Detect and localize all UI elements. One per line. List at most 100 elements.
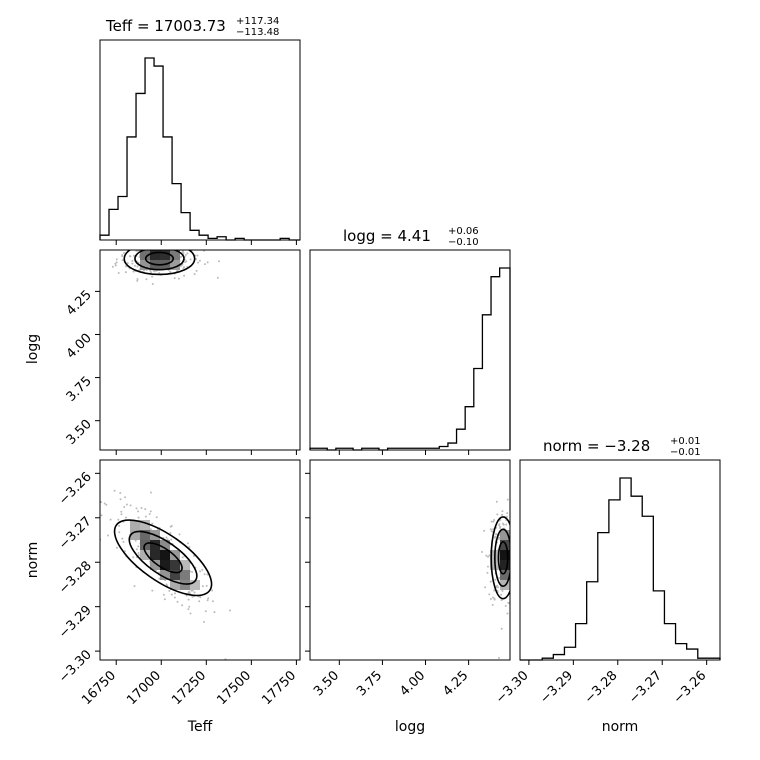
density-cell [170, 250, 180, 260]
density-Teff-logg [111, 233, 220, 285]
density-logg-norm [481, 498, 520, 659]
sample-point [115, 258, 118, 261]
sample-point [185, 594, 188, 597]
sample-point [513, 576, 515, 578]
sample-point [191, 243, 193, 245]
sample-point [193, 591, 196, 594]
sample-point [511, 560, 513, 562]
density-cell [180, 580, 190, 590]
density-cell [500, 550, 510, 560]
sample-point [188, 605, 191, 608]
sample-point [491, 603, 494, 606]
sample-point [132, 254, 135, 257]
density-cell [500, 540, 510, 550]
sample-point [121, 254, 124, 257]
sample-point [149, 269, 152, 272]
title-teff-lower: −113.48 [236, 27, 279, 38]
sample-point [205, 584, 208, 587]
contour-level-2 [490, 516, 510, 600]
sample-point [103, 502, 106, 505]
density-cell [140, 550, 150, 560]
sample-point [133, 243, 135, 245]
sample-point [124, 496, 127, 499]
sample-point [185, 245, 187, 247]
sample-point [206, 599, 209, 602]
sample-point [486, 571, 489, 574]
sample-point [203, 621, 206, 624]
sample-point [121, 259, 124, 262]
sample-point [484, 586, 487, 589]
panel-Teff-vs-norm [99, 459, 301, 661]
sample-point [174, 592, 177, 595]
sample-point [495, 500, 498, 503]
sample-point [517, 548, 519, 550]
sample-point [124, 516, 127, 519]
sample-point [177, 277, 180, 280]
y-tick-label-logg-0: 3.50 [64, 417, 95, 448]
sample-point [511, 562, 513, 564]
sample-point [195, 258, 198, 261]
title-logg-upper: +0.06 [448, 226, 479, 237]
sample-point [145, 278, 148, 281]
sample-point [158, 577, 161, 580]
sample-point [187, 608, 190, 611]
sample-point [173, 596, 176, 599]
panel-Teff-vs-logg [99, 249, 301, 451]
sample-point [132, 556, 135, 559]
sample-point [512, 548, 514, 550]
histogram-Teff [99, 57, 300, 241]
title-logg-main: logg = 4.41 [343, 227, 431, 245]
density-cell [160, 550, 170, 560]
sample-point [199, 570, 202, 573]
sample-point [511, 557, 513, 559]
sample-point [145, 233, 147, 235]
y-tick-label-logg-3: 4.25 [64, 288, 95, 319]
sample-point [198, 600, 201, 603]
sample-point [137, 554, 140, 557]
sample-point [515, 568, 517, 570]
contour-level-1 [494, 528, 510, 588]
y-tick-label-norm-0: −3.30 [56, 647, 95, 686]
sample-point [144, 508, 147, 511]
density-cell [170, 560, 180, 570]
sample-point [105, 503, 108, 506]
sample-point [494, 578, 497, 581]
sample-point [162, 241, 164, 243]
sample-point [187, 598, 190, 601]
sample-point [518, 572, 520, 574]
sample-point [489, 580, 492, 583]
y-tick-label-norm-2: −3.28 [56, 558, 95, 597]
sample-point [181, 604, 184, 607]
sample-point [186, 542, 189, 545]
sample-point [113, 489, 116, 492]
sample-point [117, 272, 120, 275]
sample-point [179, 264, 182, 267]
sample-point [515, 567, 517, 569]
sample-point [121, 537, 124, 540]
sample-point [114, 246, 116, 248]
sample-point [148, 513, 151, 516]
x-tick-label-Teff-3: 17500 [214, 668, 254, 708]
y-tick-label-logg-2: 4.00 [64, 331, 95, 362]
sample-point [143, 247, 145, 249]
title-logg-lower: −0.10 [448, 237, 479, 248]
sample-point [217, 260, 220, 263]
density-cell [140, 260, 150, 270]
density-cell [130, 530, 140, 540]
sample-point [115, 261, 118, 264]
sample-point [169, 270, 172, 273]
y-tick-label-norm-3: −3.27 [56, 514, 95, 553]
sample-point [185, 260, 188, 263]
density-cell [150, 550, 160, 560]
sample-point [496, 584, 499, 587]
sample-point [134, 264, 137, 267]
sample-point [514, 557, 516, 559]
density-cell [160, 560, 170, 570]
sample-point [170, 593, 173, 596]
sample-point [190, 243, 192, 245]
density-cell [150, 560, 160, 570]
x-tick-label-norm-3: −3.27 [626, 668, 665, 707]
sample-point [505, 515, 508, 518]
sample-point [149, 491, 152, 494]
sample-point [149, 510, 152, 513]
